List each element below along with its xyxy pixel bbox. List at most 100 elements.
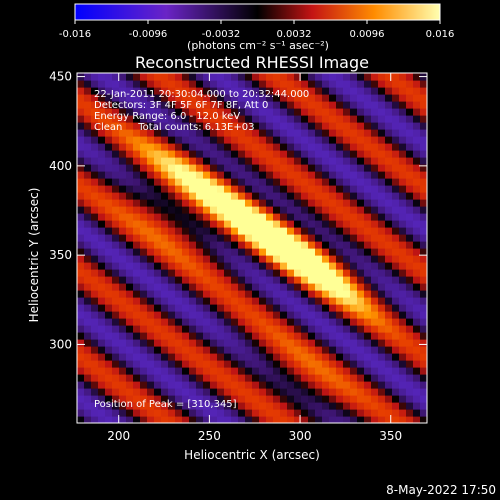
heatmap-cell <box>343 206 351 214</box>
heatmap-cell <box>210 416 218 423</box>
heatmap-cell <box>266 206 274 214</box>
heatmap-cell <box>126 262 134 270</box>
heatmap-cell <box>308 381 316 389</box>
heatmap-cell <box>98 213 106 221</box>
heatmap-cell <box>322 73 330 81</box>
heatmap-cell <box>98 374 106 382</box>
heatmap-cell <box>350 115 358 123</box>
heatmap-cell <box>196 262 204 270</box>
heatmap-cell <box>119 395 127 403</box>
heatmap-cell <box>371 416 379 423</box>
heatmap-cell <box>161 339 169 347</box>
heatmap-cell <box>266 94 274 102</box>
heatmap-cell <box>392 157 400 165</box>
heatmap-cell <box>203 80 211 88</box>
heatmap-cell <box>294 80 302 88</box>
heatmap-cell <box>406 136 414 144</box>
heatmap-cell <box>287 94 295 102</box>
heatmap-cell <box>287 192 295 200</box>
heatmap-cell <box>224 311 232 319</box>
heatmap-cell <box>105 150 113 158</box>
heatmap-cell <box>112 213 120 221</box>
heatmap-cell <box>322 332 330 340</box>
heatmap-cell <box>399 164 407 172</box>
heatmap-cell <box>287 136 295 144</box>
heatmap-cell <box>105 101 113 109</box>
heatmap-cell <box>189 339 197 347</box>
heatmap-cell <box>182 402 190 410</box>
heatmap-cell <box>140 283 148 291</box>
heatmap-cell <box>378 367 386 375</box>
heatmap-cell <box>112 94 120 102</box>
heatmap-cell <box>357 409 365 417</box>
heatmap-cell <box>287 108 295 116</box>
heatmap-cell <box>175 192 183 200</box>
heatmap-cell <box>161 255 169 263</box>
heatmap-cell <box>413 262 421 270</box>
heatmap-cell <box>420 374 427 382</box>
heatmap-cell <box>245 73 253 81</box>
heatmap-cell <box>245 234 253 242</box>
heatmap-cell <box>273 185 281 193</box>
heatmap-cell <box>315 115 323 123</box>
heatmap-cell <box>105 87 113 95</box>
heatmap-cell <box>336 234 344 242</box>
heatmap-cell <box>147 346 155 354</box>
heatmap-cell <box>301 353 309 361</box>
heatmap-cell <box>140 192 148 200</box>
heatmap-cell <box>259 73 267 81</box>
heatmap-cell <box>301 332 309 340</box>
heatmap-cell <box>112 325 120 333</box>
heatmap-cell <box>350 402 358 410</box>
heatmap-cell <box>175 171 183 179</box>
heatmap-cell <box>154 395 162 403</box>
heatmap-cell <box>91 87 99 95</box>
heatmap-cell <box>392 381 400 389</box>
heatmap-cell <box>336 388 344 396</box>
heatmap-cell <box>280 353 288 361</box>
heatmap-cell <box>357 374 365 382</box>
heatmap-cell <box>91 157 99 165</box>
heatmap-cell <box>112 73 120 81</box>
heatmap-cell <box>350 143 358 151</box>
heatmap-cell <box>203 157 211 165</box>
heatmap-cell <box>203 332 211 340</box>
heatmap-cell <box>217 220 225 228</box>
heatmap-cell <box>287 353 295 361</box>
heatmap-cell <box>252 143 260 151</box>
heatmap-cell <box>315 304 323 312</box>
heatmap-cell <box>315 73 323 81</box>
heatmap-cell <box>84 346 92 354</box>
heatmap-cell <box>77 402 85 410</box>
heatmap-cell <box>182 353 190 361</box>
heatmap-cell <box>308 262 316 270</box>
heatmap-cell <box>336 227 344 235</box>
heatmap-cell <box>91 409 99 417</box>
heatmap-cell <box>364 297 372 305</box>
heatmap-cell <box>357 269 365 277</box>
heatmap-cell <box>217 374 225 382</box>
heatmap-cell <box>105 381 113 389</box>
heatmap-cell <box>182 325 190 333</box>
heatmap-cell <box>147 94 155 102</box>
heatmap-cell <box>154 409 162 417</box>
heatmap-cell <box>259 185 267 193</box>
heatmap-cell <box>280 297 288 305</box>
heatmap-cell <box>252 227 260 235</box>
heatmap-cell <box>399 213 407 221</box>
heatmap-cell <box>378 262 386 270</box>
heatmap-cell <box>231 360 239 368</box>
heatmap-cell <box>364 325 372 333</box>
heatmap-cell <box>203 360 211 368</box>
heatmap-cell <box>105 220 113 228</box>
heatmap-cell <box>252 129 260 137</box>
heatmap-cell <box>420 206 427 214</box>
heatmap-cell <box>203 304 211 312</box>
heatmap-cell <box>329 402 337 410</box>
heatmap-cell <box>210 122 218 130</box>
heatmap-cell <box>245 150 253 158</box>
heatmap-cell <box>154 129 162 137</box>
heatmap-cell <box>294 353 302 361</box>
heatmap-cell <box>77 416 85 423</box>
heatmap-cell <box>210 213 218 221</box>
